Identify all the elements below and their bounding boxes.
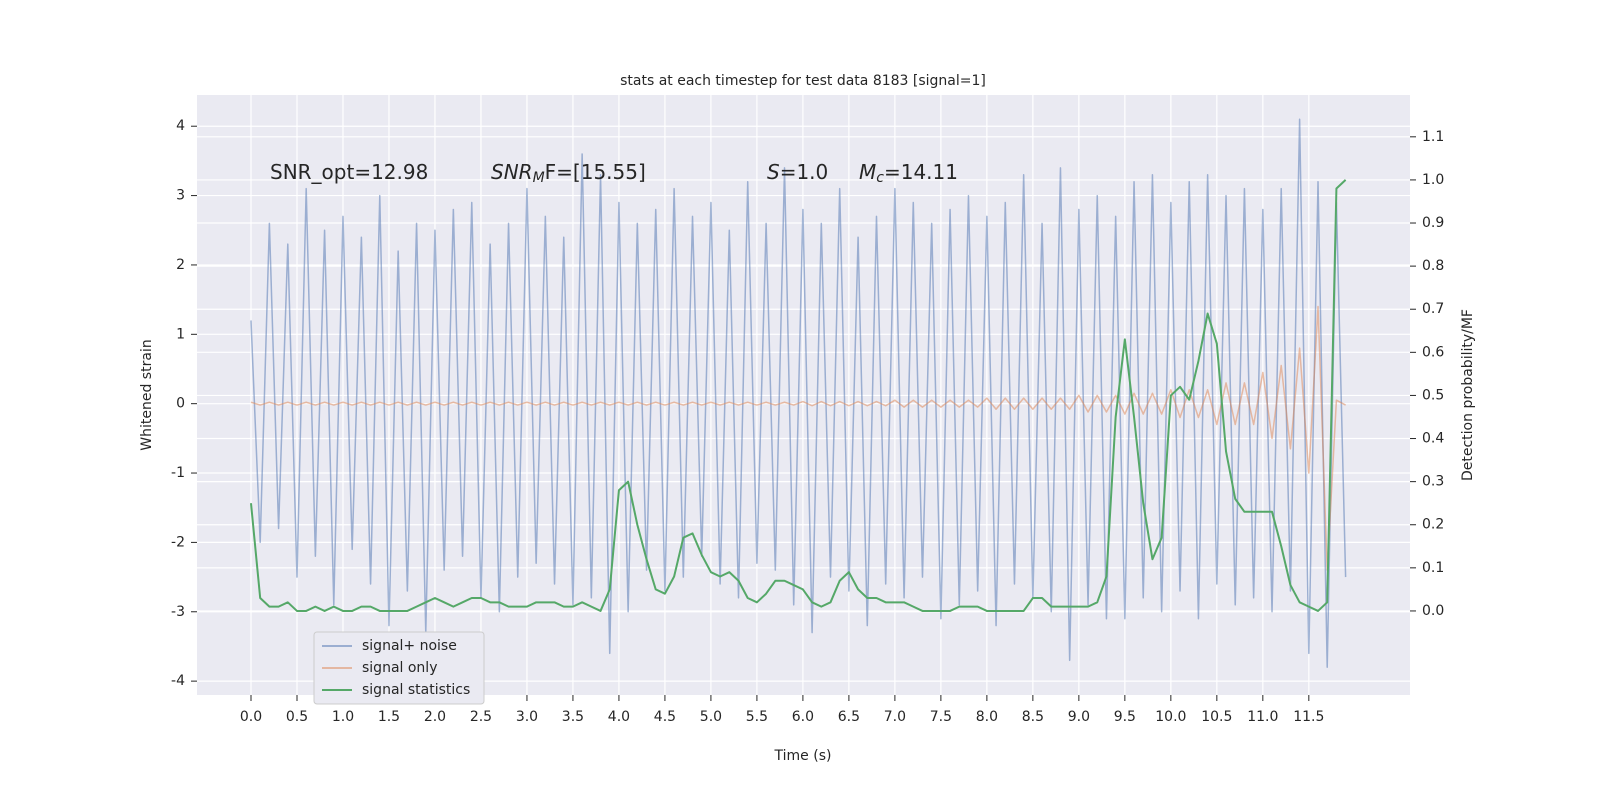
x-tick-label: 8.5 <box>1022 709 1044 725</box>
legend-label: signal+ noise <box>362 638 457 654</box>
legend: signal+ noise signal only signal statistic… <box>313 631 485 705</box>
y2-tick-label: 0.3 <box>1422 474 1444 490</box>
legend-label: signal only <box>362 660 437 676</box>
y-tick-label: -2 <box>171 534 185 550</box>
y-tick-label: 1 <box>176 326 185 342</box>
y2-tick-label: 0.4 <box>1422 431 1444 447</box>
y2-tick-label: 0.1 <box>1422 560 1444 576</box>
x-tick-label: 5.5 <box>746 709 768 725</box>
y-tick-label: -3 <box>171 604 185 620</box>
annotation-rest: F=[15.55] <box>545 160 646 184</box>
y2-tick-label: 0.6 <box>1422 344 1444 360</box>
x-tick-label: 6.0 <box>792 709 814 725</box>
x-tick-label: 8.0 <box>976 709 998 725</box>
annotation: S=1.0 <box>767 160 828 184</box>
annotation-main: M <box>859 160 876 184</box>
x-tick-label: 10.0 <box>1155 709 1186 725</box>
annotation-main: SNR_opt=12.98 <box>270 160 428 184</box>
x-tick-label: 7.5 <box>930 709 952 725</box>
y2-tick-label: 0.2 <box>1422 517 1444 533</box>
legend-box <box>313 631 485 705</box>
x-tick-label: 3.5 <box>562 709 584 725</box>
x-tick-label: 11.5 <box>1293 709 1324 725</box>
y2-tick-label: 0.5 <box>1422 387 1444 403</box>
series-line <box>250 118 1347 668</box>
y-tick-label: -4 <box>171 673 185 689</box>
x-tick-label: 4.0 <box>608 709 630 725</box>
annotation-main: S <box>767 160 780 184</box>
x-tick-label: 0.0 <box>240 709 262 725</box>
y2-tick-label: 0.9 <box>1422 215 1444 231</box>
x-tick-label: 1.5 <box>378 709 400 725</box>
y-tick-label: -1 <box>171 465 185 481</box>
y-axis-label: Whitened strain <box>139 339 155 450</box>
x-tick-label: 5.0 <box>700 709 722 725</box>
x-tick-label: 0.5 <box>286 709 308 725</box>
annotation-sub: M <box>533 170 545 186</box>
y-tick-label: 2 <box>176 257 185 273</box>
x-tick-label: 4.5 <box>654 709 676 725</box>
chart-title: stats at each timestep for test data 818… <box>620 73 986 89</box>
annotation-main: SNR <box>491 160 533 184</box>
y2-tick-label: 0.7 <box>1422 301 1444 317</box>
annotation: Mc=14.11 <box>859 160 958 187</box>
x-tick-label: 9.5 <box>1114 709 1136 725</box>
y-tick-label: 4 <box>176 118 185 134</box>
x-tick-label: 2.0 <box>424 709 446 725</box>
annotation: SNR_opt=12.98 <box>270 160 428 184</box>
x-tick-label: 1.0 <box>332 709 354 725</box>
series-line <box>249 179 1347 612</box>
x-tick-label: 6.5 <box>838 709 860 725</box>
annotation: SNRMF=[15.55] <box>491 160 646 187</box>
x-tick-label: 11.0 <box>1247 709 1278 725</box>
x-tick-label: 9.0 <box>1068 709 1090 725</box>
x-tick-label: 2.5 <box>470 709 492 725</box>
y2-tick-label: 0.0 <box>1422 603 1444 619</box>
y2-tick-label: 0.8 <box>1422 258 1444 274</box>
y2-axis-label: Detection probability/MF <box>1460 309 1476 481</box>
y-tick-label: 3 <box>176 188 185 204</box>
y2-tick-label: 1.1 <box>1422 129 1444 145</box>
series-line <box>250 305 1346 571</box>
x-tick-label: 3.0 <box>516 709 538 725</box>
x-axis-label: Time (s) <box>774 748 832 764</box>
x-tick-label: 10.5 <box>1201 709 1232 725</box>
y2-tick-label: 1.0 <box>1422 172 1444 188</box>
x-tick-label: 7.0 <box>884 709 906 725</box>
annotation-rest: =1.0 <box>780 160 829 184</box>
annotation-rest: =14.11 <box>884 160 958 184</box>
y-tick-label: 0 <box>176 396 185 412</box>
annotation-sub: c <box>876 170 884 186</box>
legend-label: signal statistics <box>362 682 470 698</box>
